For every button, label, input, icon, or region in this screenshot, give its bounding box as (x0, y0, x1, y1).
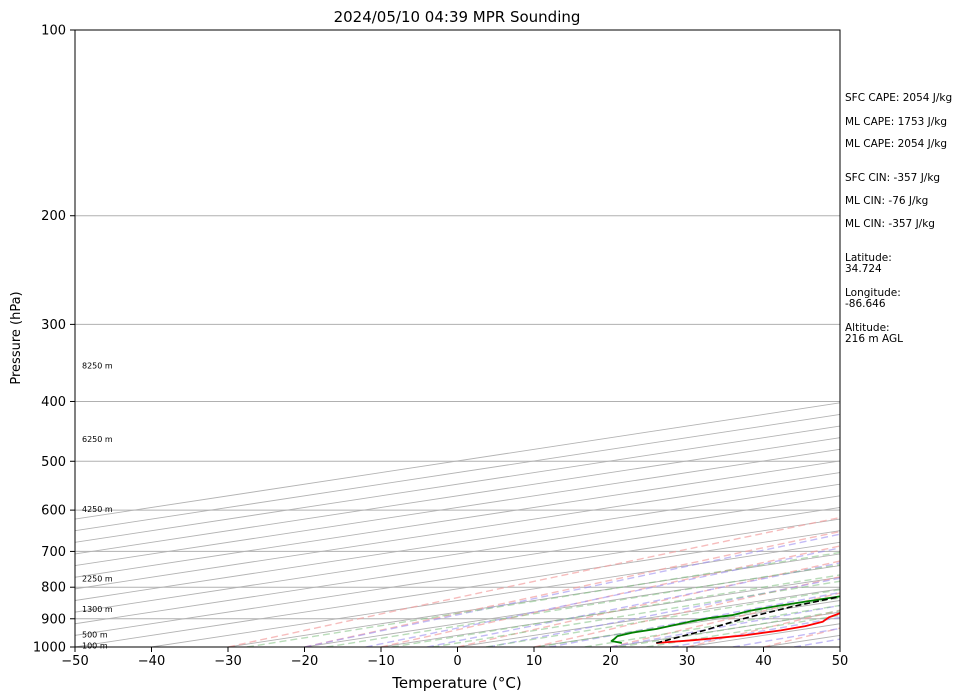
height-label: 2250 m (82, 575, 113, 584)
moist-adiabat-line (304, 533, 840, 647)
isotherm-line (75, 425, 840, 543)
x-tick-label: 30 (679, 654, 696, 669)
y-tick-label: 1000 (33, 641, 66, 656)
ml-cape-stat: ML CAPE: 1753 J/kg (845, 116, 948, 128)
dry-adiabat-line (304, 530, 840, 647)
sfc-cin-stat: SFC CIN: -357 J/kg (845, 172, 941, 184)
sfc-cape-stat: SFC CAPE: 2054 J/kg (845, 92, 953, 104)
y-tick-label: 400 (41, 395, 66, 410)
x-tick-label: 40 (755, 654, 772, 669)
dry-adiabat-line (533, 576, 840, 647)
x-tick-label: −20 (291, 654, 318, 669)
dewpoint-profile-line (610, 595, 840, 644)
height-label: 4250 m (82, 505, 113, 514)
isotherm-line (75, 495, 840, 613)
y-axis-label: Pressure (hPa) (9, 291, 24, 384)
y-tick-label: 200 (41, 209, 66, 224)
mixing-ratio-line (391, 574, 840, 647)
y-tick-label: 700 (41, 545, 66, 560)
ml-cin-stat-2: ML CIN: -357 J/kg (845, 218, 935, 230)
height-label: 500 m (82, 631, 108, 640)
x-tick-label: −10 (367, 654, 394, 669)
moist-adiabat-line (426, 562, 840, 647)
altitude-label: Altitude: (845, 322, 890, 334)
y-tick-label: 100 (41, 24, 66, 39)
y-tick-label: 300 (41, 318, 66, 333)
isotherm-line (75, 402, 840, 520)
isotherm-line (75, 448, 840, 567)
mixing-ratio-line (537, 597, 840, 647)
plot-frame (74, 29, 841, 648)
longitude-label: Longitude: (845, 287, 901, 299)
ml-cape-stat-2: ML CAPE: 2054 J/kg (845, 138, 948, 150)
x-axis-label: Temperature (°C) (391, 674, 521, 692)
x-tick-label: −50 (61, 654, 88, 669)
x-tick-label: 0 (453, 654, 461, 669)
mixing-ratio-line (646, 614, 840, 647)
x-tick-label: −30 (214, 654, 241, 669)
isotherm-line (75, 437, 840, 555)
ml-cin-stat: ML CIN: -76 J/kg (845, 195, 929, 207)
chart-title: 2024/05/10 04:39 MPR Sounding (334, 8, 581, 26)
isotherm-line (75, 518, 840, 636)
mixing-ratio-line (619, 610, 840, 647)
latitude-value: 34.724 (845, 263, 882, 275)
moist-adiabat-line (365, 547, 840, 647)
isotherm-line (75, 483, 840, 601)
isotherm-line (75, 530, 840, 647)
mixing-ratio-line (246, 551, 840, 647)
mixing-ratio-line (432, 580, 840, 647)
altitude-value: 216 m AGL (845, 333, 903, 345)
latitude-label: Latitude: (845, 252, 892, 264)
mixing-ratio-line (584, 604, 840, 647)
x-tick-label: 50 (832, 654, 849, 669)
isotherm-line (151, 541, 840, 647)
moist-adiabat-line (549, 591, 840, 647)
height-label: 8250 m (82, 362, 113, 371)
mixing-ratio-line (485, 588, 840, 647)
isotherm-line (75, 413, 840, 532)
isotherm-line (75, 507, 840, 625)
y-tick-label: 600 (41, 504, 66, 519)
x-tick-label: 10 (526, 654, 543, 669)
x-tick-label: 20 (602, 654, 619, 669)
isotherm-line (75, 472, 840, 590)
longitude-value: -86.646 (845, 298, 886, 310)
height-label: 100 m (82, 642, 108, 651)
x-tick-label: −40 (138, 654, 165, 669)
mixing-ratio-line (326, 564, 840, 647)
height-label: 1300 m (82, 605, 113, 614)
height-label: 6250 m (82, 435, 113, 444)
y-tick-label: 800 (41, 581, 66, 596)
y-tick-label: 500 (41, 455, 66, 470)
isotherm-line (75, 460, 840, 578)
y-tick-label: 900 (41, 612, 66, 627)
